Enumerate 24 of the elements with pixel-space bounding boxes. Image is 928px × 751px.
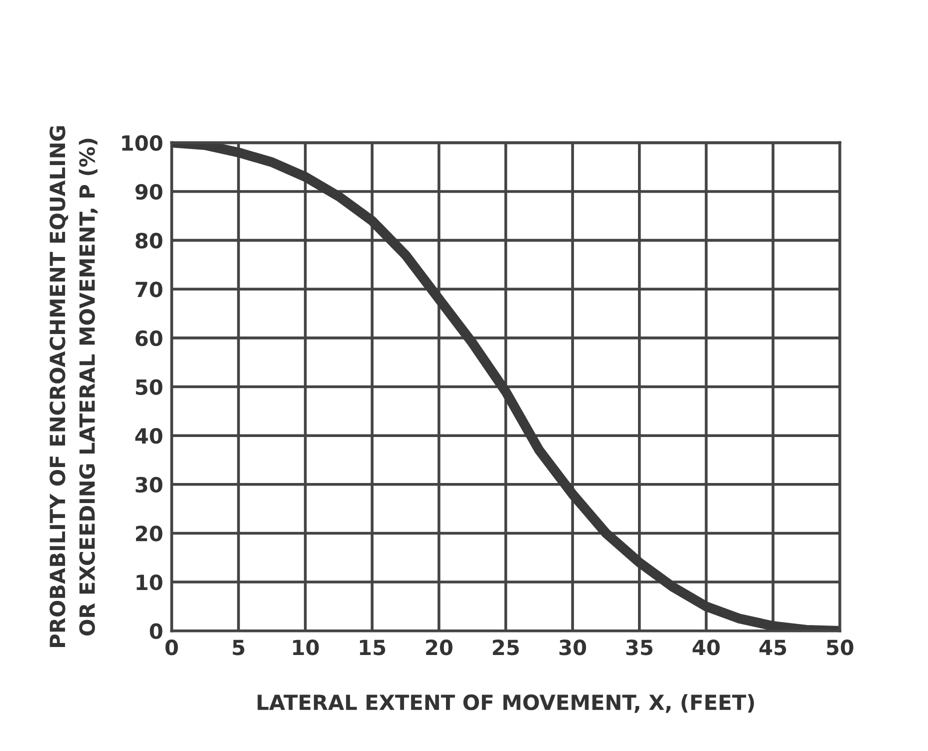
x-tick-label: 45	[759, 640, 786, 656]
y-tick-label: 30	[136, 476, 162, 493]
y-tick-label: 90	[135, 184, 162, 200]
y-tick-label: 0	[150, 623, 162, 640]
y-tick-label: 10	[136, 574, 162, 590]
x-tick-label: 35	[626, 640, 652, 656]
x-tick-label: 40	[692, 640, 720, 656]
x-tick-label: 30	[559, 640, 586, 656]
y-tick-label: 20	[136, 526, 162, 542]
x-tick-label: 10	[293, 640, 319, 656]
x-tick-label: 25	[492, 640, 519, 656]
y-tick-label: 70	[136, 282, 162, 298]
x-tick-label: 20	[426, 640, 452, 656]
x-tick-label: 15	[360, 640, 386, 656]
x-tick-label: 0	[165, 640, 178, 656]
y-tick-label: 60	[136, 330, 162, 346]
y-tick-label: 50	[136, 379, 162, 395]
y-tick-label: 80	[136, 232, 162, 249]
x-axis-title: LATERAL EXTENT OF MOVEMENT, X, (FEET)	[258, 694, 754, 713]
x-tick-label: 5	[232, 640, 244, 656]
y-axis-title: PROBABILITY OF ENCROACHMENT EQUALING OR EXCEEDING LATERAL MOVEMENT, P (%)	[50, 126, 98, 647]
x-tick-label: 50	[826, 640, 854, 656]
y-tick-label: 40	[135, 428, 162, 444]
y-tick-label: 100	[122, 135, 162, 151]
